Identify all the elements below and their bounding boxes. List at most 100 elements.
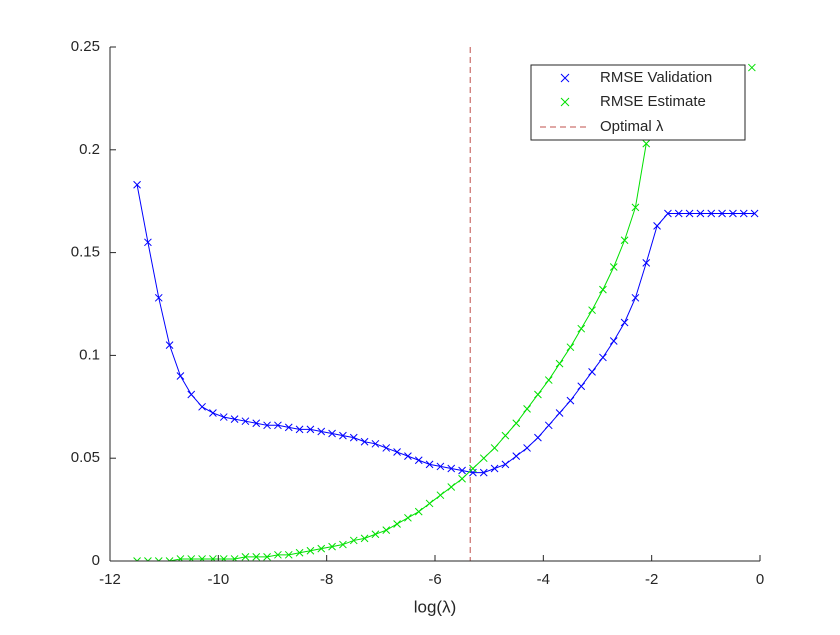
data-point (479, 468, 488, 477)
data-point (566, 343, 575, 352)
data-point (469, 464, 477, 473)
x-tick-label: -10 (207, 571, 229, 588)
data-point (198, 555, 206, 561)
data-point (241, 553, 250, 561)
y-tick-label: 0.25 (71, 38, 100, 55)
data-point (382, 526, 391, 535)
data-point (566, 396, 575, 405)
data-point (230, 415, 239, 423)
data-point (512, 452, 521, 460)
plot-area (133, 47, 759, 561)
data-point (219, 555, 228, 561)
x-tick-label: -8 (320, 571, 333, 588)
data-point (674, 209, 683, 218)
legend-label: Optimal λ (600, 118, 664, 135)
data-point (414, 507, 423, 516)
data-point (718, 209, 726, 218)
data-point (404, 452, 412, 460)
data-point (436, 462, 445, 471)
data-point (750, 209, 759, 218)
legend-label: RMSE Validation (600, 69, 712, 86)
data-point (393, 520, 401, 528)
data-point (306, 425, 315, 434)
data-point (447, 464, 456, 473)
data-point (393, 448, 401, 456)
data-point (349, 433, 358, 442)
x-tick-label: -12 (99, 571, 121, 588)
data-point (436, 491, 445, 500)
data-point (512, 419, 521, 428)
data-point (501, 460, 510, 469)
data-point (588, 306, 596, 315)
data-point (458, 466, 466, 475)
data-point (609, 337, 618, 345)
data-point (371, 439, 380, 448)
data-point (241, 417, 250, 426)
data-point (154, 293, 163, 302)
data-point (209, 555, 217, 561)
data-point (501, 431, 510, 440)
data-point (144, 557, 152, 561)
data-point (230, 555, 239, 561)
data-point (631, 203, 640, 212)
data-point (588, 367, 596, 376)
data-point (317, 544, 326, 553)
data-point (555, 359, 564, 368)
data-point (165, 341, 174, 349)
data-point (642, 139, 651, 148)
data-point (209, 409, 217, 417)
data-point (534, 433, 542, 442)
data-point (642, 259, 651, 267)
data-point (739, 209, 748, 218)
data-point (729, 209, 737, 218)
data-point (664, 209, 672, 218)
y-tick-label: 0.15 (71, 244, 100, 261)
y-tick-label: 0 (92, 552, 100, 569)
data-point (414, 456, 423, 465)
data-point (263, 553, 271, 561)
x-tick-label: 0 (756, 571, 764, 588)
data-point (274, 550, 282, 559)
data-point (490, 444, 499, 452)
legend: RMSE Validation RMSE Estimate Optimal λ (530, 64, 746, 141)
data-point (328, 429, 336, 438)
data-point (252, 419, 261, 428)
data-point (696, 209, 705, 218)
data-point (154, 557, 163, 561)
y-tick-label: 0.2 (79, 141, 100, 158)
data-point (339, 540, 347, 549)
y-tick-label: 0.1 (79, 346, 100, 363)
x-tick-label: -4 (537, 571, 550, 588)
series-line (136, 184, 755, 474)
data-point (577, 382, 586, 391)
data-point (523, 405, 531, 413)
legend-label: RMSE Estimate (600, 93, 706, 110)
data-point (599, 353, 607, 362)
data-point (295, 425, 304, 434)
x-axis-label: log(λ) (414, 597, 457, 616)
data-point (523, 444, 531, 452)
data-point (653, 222, 661, 230)
data-point (176, 555, 185, 561)
data-point (425, 499, 434, 508)
x-tick-label: -2 (645, 571, 658, 588)
data-point (620, 236, 629, 245)
data-point (458, 474, 466, 483)
data-point (544, 421, 553, 430)
legend-marker (560, 97, 570, 107)
data-point (284, 423, 293, 432)
data-point (555, 409, 564, 417)
data-point (328, 542, 336, 551)
y-tick-label: 0.05 (71, 449, 100, 466)
data-point (198, 402, 206, 411)
data-point (187, 555, 196, 561)
data-point (631, 293, 640, 302)
data-point (295, 548, 304, 557)
data-point (685, 209, 694, 218)
data-point (187, 390, 196, 399)
data-point (360, 534, 369, 543)
data-point (447, 483, 456, 491)
data-point (317, 427, 326, 436)
data-point (165, 557, 174, 561)
